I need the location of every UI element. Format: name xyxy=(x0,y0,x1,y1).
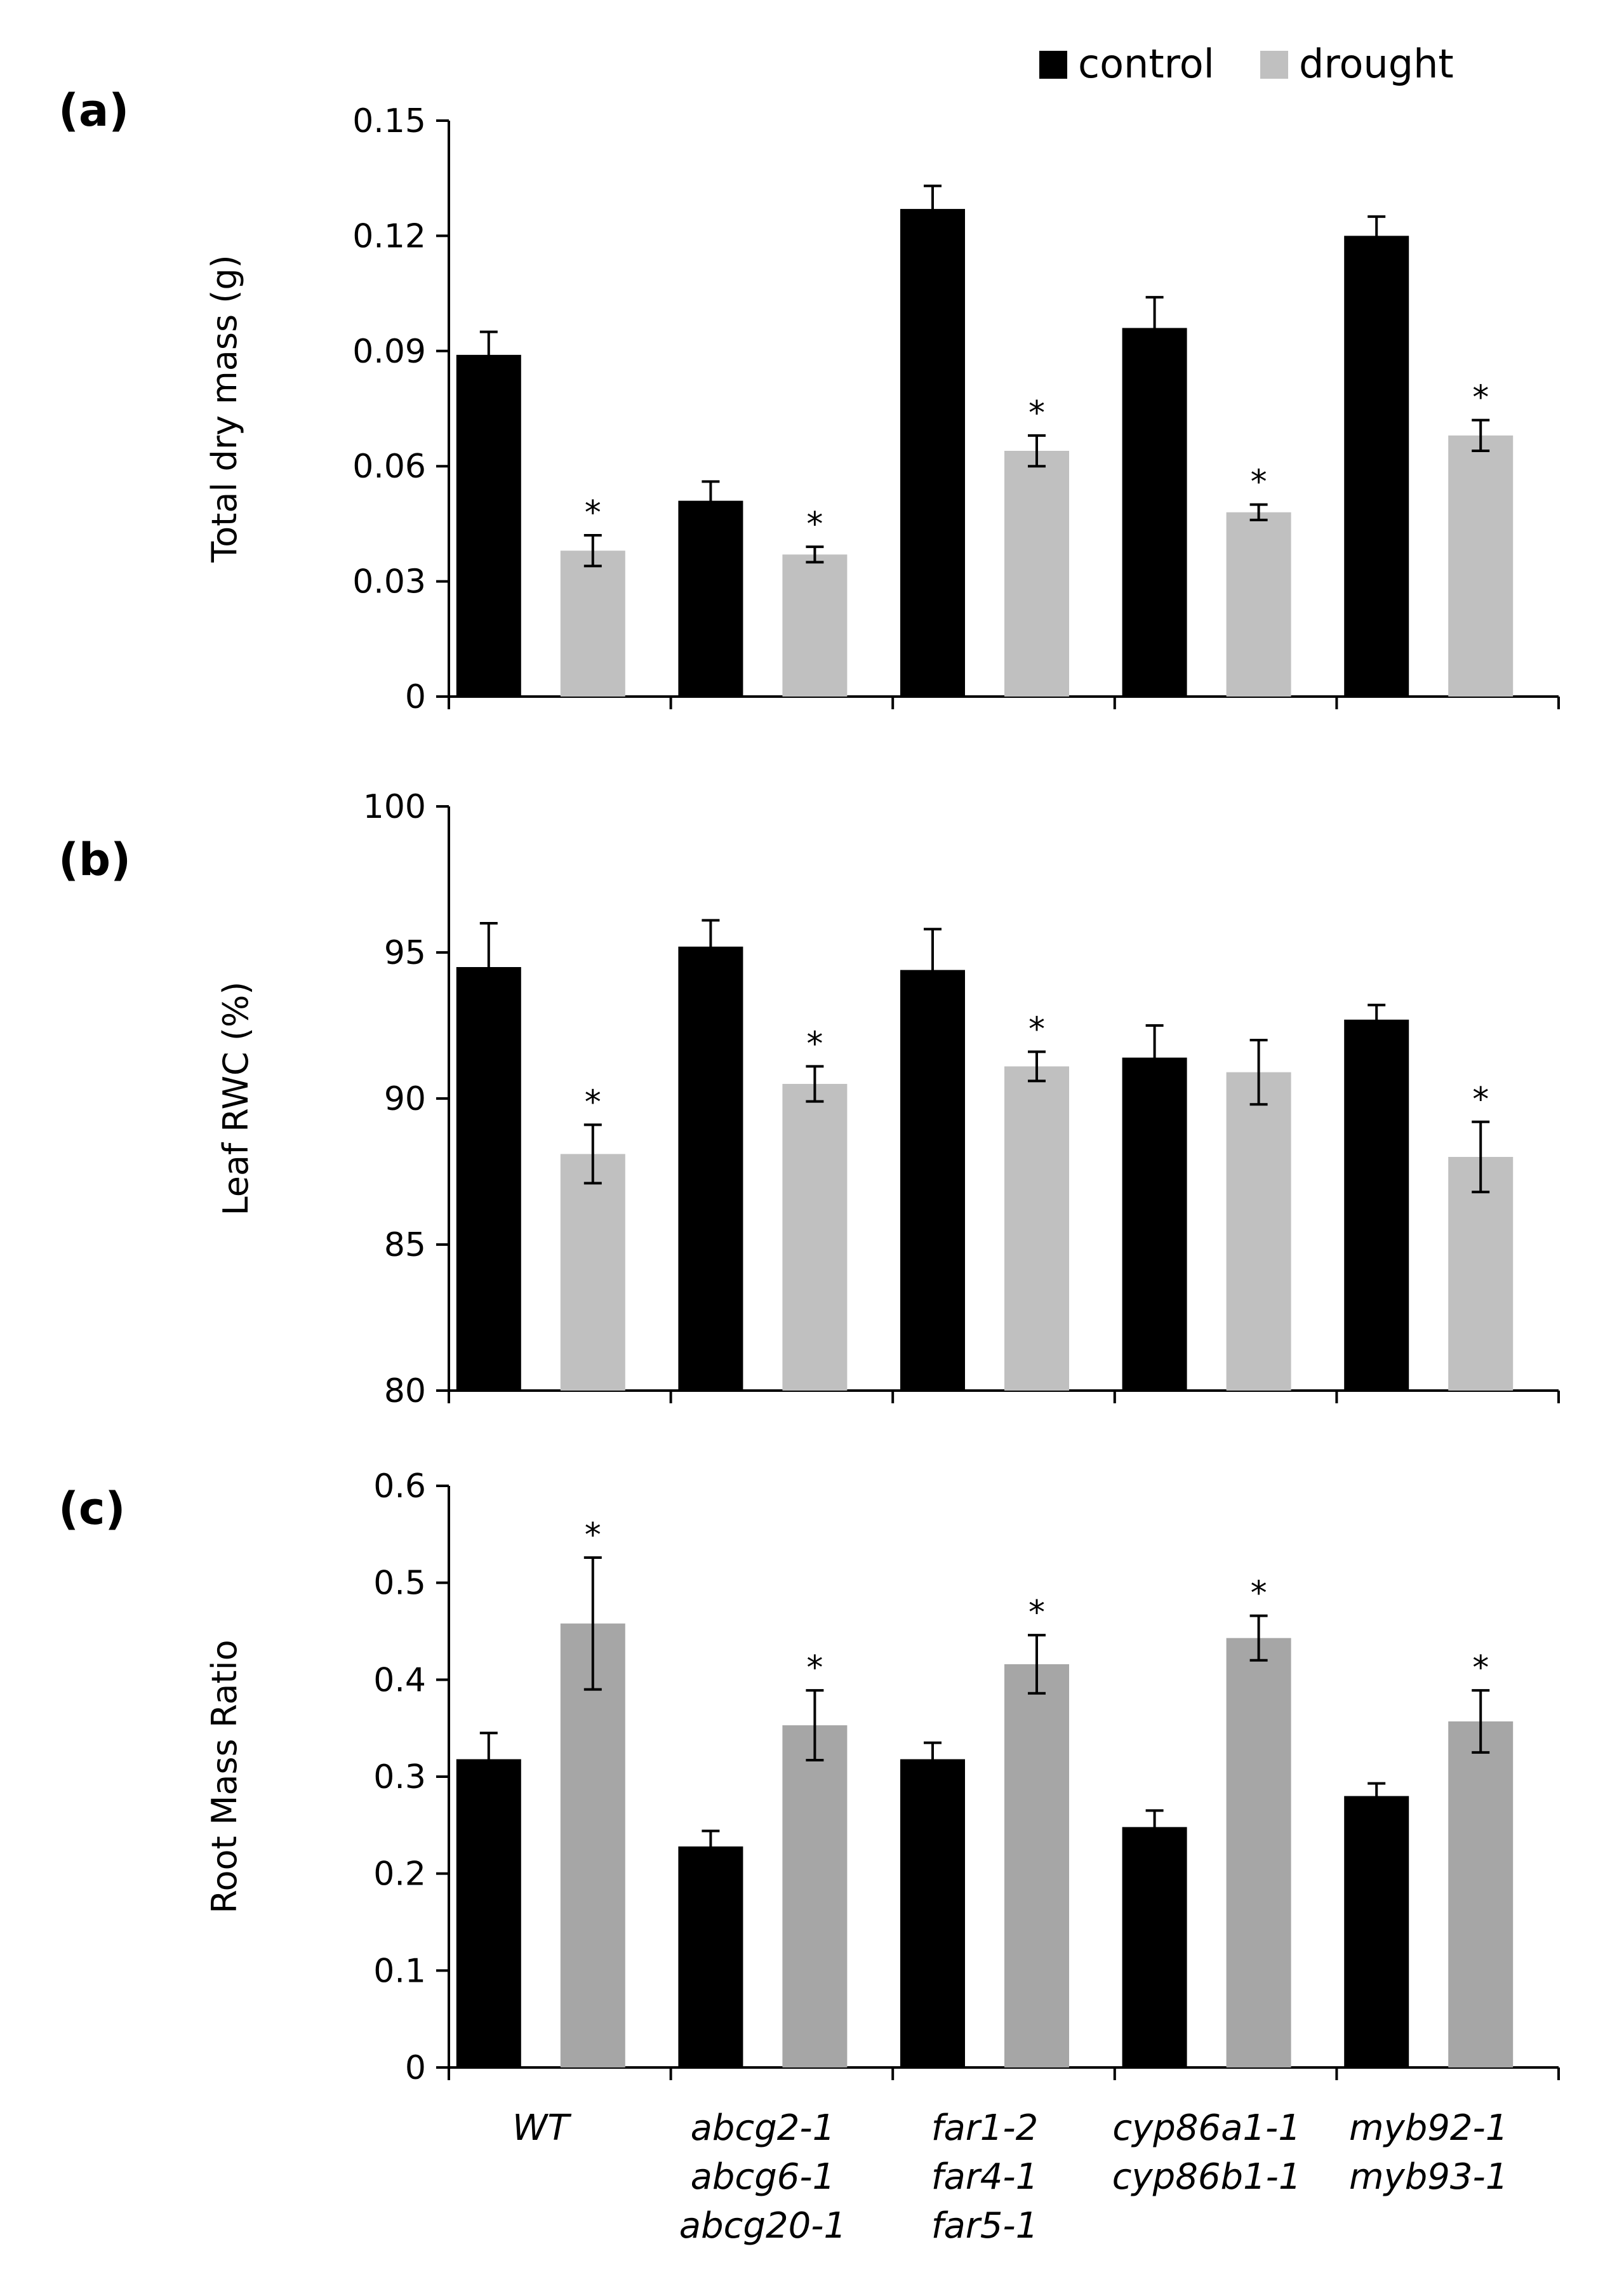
x-category-label: WT xyxy=(512,2107,571,2149)
x-category-label: cyp86a1-1 xyxy=(1112,2107,1301,2149)
panel-a-significance-star: * xyxy=(806,505,823,544)
panel-c-bar-drought xyxy=(1448,1721,1514,2067)
panel-b-ytick-label: 80 xyxy=(384,1372,426,1410)
panel-a-bar-control xyxy=(456,354,521,697)
panel-a-significance-star: * xyxy=(1251,464,1267,502)
x-category-label: abcg2-1 xyxy=(691,2107,835,2149)
panel-b-significance-star: * xyxy=(1472,1081,1489,1119)
panel-c-significance-star: * xyxy=(1472,1649,1489,1687)
panel-a-bar-control xyxy=(1122,328,1187,697)
panel-b-ytick-label: 95 xyxy=(384,934,426,972)
panel-b-significance-star: * xyxy=(1028,1010,1045,1048)
panel-c-bar-control xyxy=(1122,1827,1187,2067)
panel-a-bar-drought xyxy=(560,551,625,697)
panel-c-ytick-label: 0.1 xyxy=(373,1952,426,1990)
x-category-label: far4-1 xyxy=(931,2156,1039,2198)
panel-c-bar-drought xyxy=(1004,1664,1069,2067)
panel-a-significance-star: * xyxy=(1028,394,1045,432)
panel-c-significance-star: * xyxy=(585,1516,601,1554)
legend-drought-swatch xyxy=(1260,51,1288,79)
x-category-label: abcg6-1 xyxy=(691,2156,835,2198)
panel-c-y-title: Root Mass Ratio xyxy=(204,1640,244,1913)
panel-b-bar-control xyxy=(900,970,965,1391)
x-category-label: cyp86b1-1 xyxy=(1112,2156,1301,2198)
panel-b-bar-drought xyxy=(782,1084,848,1391)
legend-control-swatch xyxy=(1039,51,1067,79)
panel-b-label: (b) xyxy=(58,834,131,886)
panel-c-ytick-label: 0 xyxy=(405,2049,426,2087)
panel-a-bar-drought xyxy=(782,554,848,697)
panel-a-bar-drought xyxy=(1448,435,1514,697)
x-category-label: far5-1 xyxy=(931,2205,1039,2247)
panel-a-significance-star: * xyxy=(585,494,601,532)
panel-a-ytick-label: 0.06 xyxy=(352,448,426,486)
panel-b-ytick-label: 90 xyxy=(384,1080,426,1118)
panel-c-bar-control xyxy=(678,1846,743,2067)
panel-c-significance-star: * xyxy=(806,1649,823,1687)
panel-c-ytick-label: 0.6 xyxy=(373,1467,426,1506)
panel-c-label: (c) xyxy=(58,1483,125,1535)
panel-a-ytick-label: 0.12 xyxy=(352,217,426,255)
panel-c-significance-star: * xyxy=(1251,1575,1267,1613)
panel-a-ytick-label: 0.09 xyxy=(352,333,426,371)
panel-c-bar-control xyxy=(456,1759,521,2067)
panel-b-bar-control xyxy=(1344,1019,1409,1391)
panel-b-bar-drought xyxy=(1226,1072,1291,1391)
panel-a-ytick-label: 0.15 xyxy=(352,102,426,140)
panel-b-bar-drought xyxy=(1448,1157,1514,1391)
x-category-label: abcg20-1 xyxy=(679,2205,846,2247)
panel-c-ytick-label: 0.3 xyxy=(373,1758,426,1796)
panel-b-bar-drought xyxy=(1004,1066,1069,1391)
panel-b-bar-control xyxy=(1122,1057,1187,1391)
panel-c-ytick-label: 0.4 xyxy=(373,1661,426,1699)
panel-b-y-title: Leaf RWC (%) xyxy=(216,982,256,1216)
x-category-label: far1-2 xyxy=(931,2107,1039,2149)
panel-c-bar-drought xyxy=(782,1725,848,2067)
panel-c-bar-drought xyxy=(1226,1638,1291,2067)
panel-a-bar-control xyxy=(900,209,965,697)
panel-b-bar-control xyxy=(456,967,521,1391)
panel-c-ytick-label: 0.2 xyxy=(373,1855,426,1893)
legend-control-label: control xyxy=(1078,41,1215,87)
panel-a-y-title: Total dry mass (g) xyxy=(204,255,244,563)
panel-a-bar-drought xyxy=(1004,451,1069,697)
panel-b-bar-control xyxy=(678,946,743,1391)
panel-c-ytick-label: 0.5 xyxy=(373,1565,426,1603)
panel-c-bar-drought xyxy=(560,1623,625,2067)
x-category-label: myb93-1 xyxy=(1349,2156,1508,2198)
panel-c-bar-control xyxy=(900,1759,965,2067)
panel-b-ytick-label: 100 xyxy=(363,788,426,826)
panel-a-significance-star: * xyxy=(1472,379,1489,417)
panel-a-ytick-label: 0.03 xyxy=(352,563,426,601)
panel-c-bar-control xyxy=(1344,1796,1409,2067)
x-category-label: myb92-1 xyxy=(1349,2107,1508,2149)
legend-drought-label: drought xyxy=(1299,41,1454,87)
panel-a-ytick-label: 0 xyxy=(405,678,426,716)
panel-b-significance-star: * xyxy=(585,1083,601,1121)
panel-a-label: (a) xyxy=(58,84,129,137)
panel-c-significance-star: * xyxy=(1028,1594,1045,1632)
panel-a-bar-control xyxy=(1344,236,1409,697)
panel-a-bar-drought xyxy=(1226,512,1291,697)
panel-a-bar-control xyxy=(678,500,743,697)
panel-b-significance-star: * xyxy=(806,1025,823,1063)
panel-b-ytick-label: 85 xyxy=(384,1226,426,1264)
panel-b-bar-drought xyxy=(560,1154,625,1391)
